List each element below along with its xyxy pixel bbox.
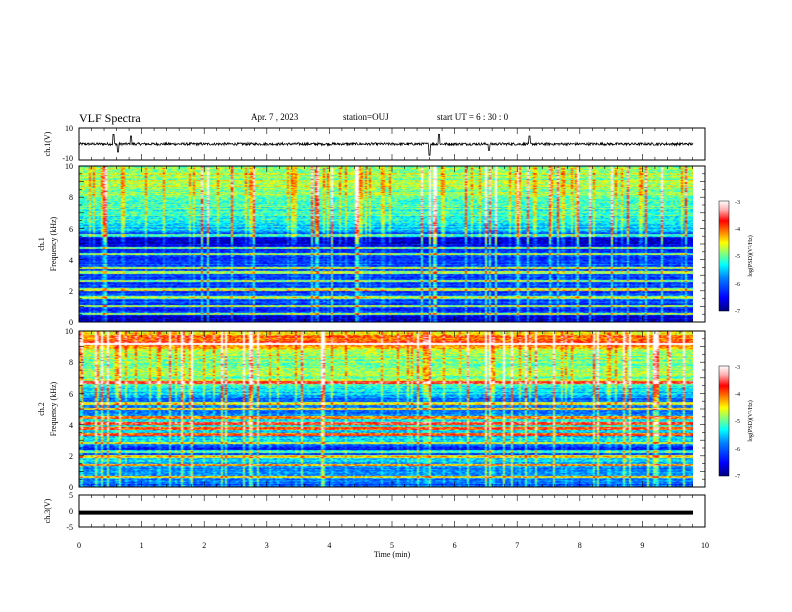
ch3-ytick-0: 0 [69, 507, 73, 516]
xtick-label-10: 10 [701, 541, 709, 550]
ch1-waveform-ylabel: ch.1(V) [43, 131, 52, 156]
ch2-ytick-2: 2 [69, 452, 73, 461]
xtick-label-6: 6 [453, 541, 457, 550]
ch1-spectrogram-ylabel-line2: Frequency (kHz) [49, 216, 58, 271]
ch3-waveform-panel: 5 0 -5 ch.3(V) [43, 491, 706, 532]
ch2-spectrogram-ylabel-line2: Frequency (kHz) [49, 381, 58, 436]
ch2-colorbar-label: log(PSD)(V²/Hz) [747, 400, 754, 441]
ch2-spectrogram-heatmap [79, 331, 693, 487]
ch1-waveform-panel: 10 -10 ch.1(V) [43, 124, 706, 163]
ch1-spectrogram-yticks: 0 2 4 6 8 10 [65, 162, 73, 327]
station-label: station=OUJ [343, 112, 389, 122]
ch1-ytick-top: 10 [65, 124, 73, 133]
xtick-label-9: 9 [640, 541, 644, 550]
time-axis-ticks [78, 128, 706, 527]
ch1-ytick-4: 4 [69, 256, 73, 265]
ch2-spectrogram-panel: 0 2 4 6 8 10 ch.2 Frequency (kHz) -3 -4 … [37, 327, 754, 492]
ch2-cbar-tick-m3: -3 [735, 365, 740, 371]
xtick-label-7: 7 [515, 541, 519, 550]
ch1-colorbar-label: log(PSD)(V²/Hz) [747, 235, 754, 276]
xtick-label-4: 4 [327, 541, 331, 550]
ch1-ytick-6: 6 [69, 225, 73, 234]
ch1-cbar-tick-m6: -6 [735, 282, 740, 288]
ch2-cbar-tick-m5: -5 [735, 419, 740, 425]
xtick-label-2: 2 [202, 541, 206, 550]
date-label: Apr. 7 , 2023 [251, 112, 299, 122]
ch2-cbar-tick-m7: -7 [735, 474, 740, 480]
ch3-ytick-m5: -5 [66, 523, 73, 532]
xtick-label-8: 8 [578, 541, 582, 550]
ch1-spectrogram-ylabel-line1: ch.1 [37, 237, 46, 251]
ch1-cbar-tick-m5: -5 [735, 254, 740, 260]
ch2-spectrogram-ylabel-line1: ch.2 [37, 402, 46, 416]
ch1-spectrogram-heatmap [79, 166, 693, 322]
ch1-ytick-8: 8 [69, 193, 73, 202]
ch2-ytick-0: 0 [69, 483, 73, 492]
figure-title: VLF Spectra [79, 111, 141, 125]
ch2-cbar-tick-m4: -4 [735, 392, 740, 398]
ch1-cbar-tick-m4: -4 [735, 227, 740, 233]
xtick-label-1: 1 [140, 541, 144, 550]
ch2-ytick-8: 8 [69, 358, 73, 367]
ch1-colorbar [718, 200, 730, 312]
ch1-ytick-2: 2 [69, 287, 73, 296]
ch1-cbar-tick-m3: -3 [735, 200, 740, 206]
xtick-label-5: 5 [390, 541, 394, 550]
ch1-waveform-trace [78, 134, 694, 156]
start-time-label: start UT = 6 : 30 : 0 [437, 112, 509, 122]
ch2-colorbar [718, 365, 730, 477]
time-axis-label: Time (min) [374, 550, 411, 559]
ch1-spectrogram-panel: 0 2 4 6 8 10 ch.1 Frequency (kHz) -3 -4 … [37, 162, 754, 327]
xtick-label-3: 3 [265, 541, 269, 550]
ch1-ytick-10: 10 [65, 162, 73, 171]
ch3-waveform-ylabel: ch.3(V) [43, 498, 52, 523]
ch1-ytick-bottom: -10 [62, 154, 73, 163]
time-axis-labels: 0 1 2 3 4 5 6 7 8 9 10 Time (min) [77, 541, 709, 559]
ch2-ytick-4: 4 [69, 421, 73, 430]
ch1-ytick-0: 0 [69, 318, 73, 327]
ch2-ytick-6: 6 [69, 390, 73, 399]
xtick-label-0: 0 [77, 541, 81, 550]
ch2-cbar-tick-m6: -6 [735, 447, 740, 453]
ch1-cbar-tick-m7: -7 [735, 309, 740, 315]
ch3-ytick-5: 5 [69, 491, 73, 500]
ch2-ytick-10: 10 [65, 327, 73, 336]
ch2-spectrogram-yticks: 0 2 4 6 8 10 [65, 327, 73, 492]
